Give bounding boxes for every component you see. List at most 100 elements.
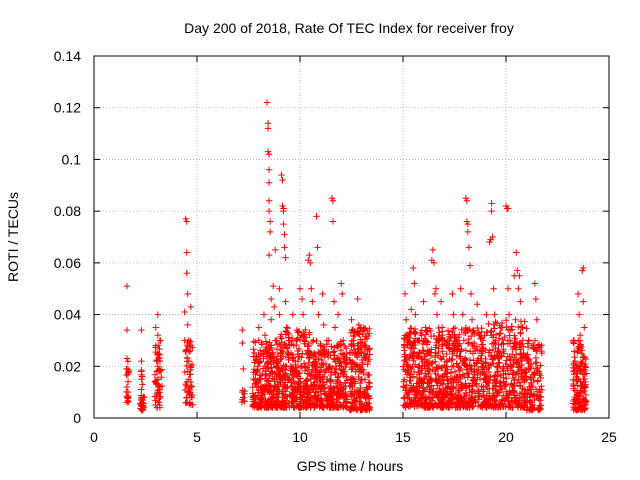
data-point xyxy=(266,228,274,236)
data-point xyxy=(303,334,310,341)
data-point xyxy=(455,364,463,371)
data-point xyxy=(253,368,260,376)
data-point xyxy=(412,341,419,349)
data-point xyxy=(439,331,446,339)
data-point xyxy=(478,334,485,341)
data-point xyxy=(478,341,485,348)
data-point xyxy=(341,342,349,350)
data-point xyxy=(296,379,304,386)
data-point xyxy=(301,397,309,404)
data-point xyxy=(264,364,272,371)
data-point xyxy=(441,371,448,378)
data-point xyxy=(454,398,462,405)
data-point xyxy=(425,349,433,357)
data-point xyxy=(474,347,482,354)
data-point xyxy=(360,369,367,377)
data-point xyxy=(306,389,314,396)
y-tick-label: 0.02 xyxy=(54,358,81,374)
data-point xyxy=(516,350,524,357)
data-point xyxy=(486,397,494,404)
data-point xyxy=(333,398,340,405)
data-point xyxy=(271,303,278,311)
data-point xyxy=(309,385,317,392)
data-point xyxy=(153,392,160,400)
data-point xyxy=(307,403,315,410)
data-point xyxy=(289,398,296,406)
data-point xyxy=(308,368,315,376)
data-point xyxy=(325,348,332,356)
data-point xyxy=(281,381,288,388)
data-point xyxy=(580,298,587,305)
data-point xyxy=(523,376,530,383)
data-point xyxy=(331,324,339,331)
data-point xyxy=(422,399,430,407)
data-point xyxy=(359,361,366,368)
x-tick-label: 15 xyxy=(395,429,411,445)
chart-title: Day 200 of 2018, Rate Of TEC Index for r… xyxy=(184,20,514,36)
data-point xyxy=(138,373,146,380)
data-point xyxy=(138,386,145,393)
data-point xyxy=(347,403,355,411)
data-point xyxy=(490,285,497,292)
data-point xyxy=(313,213,320,220)
data-point xyxy=(522,368,529,376)
data-point xyxy=(153,367,161,375)
data-point xyxy=(498,400,505,408)
data-point xyxy=(157,337,164,344)
data-point xyxy=(183,270,190,277)
data-point xyxy=(491,339,498,347)
data-point xyxy=(361,402,368,409)
data-point xyxy=(477,335,484,343)
data-point xyxy=(466,348,474,355)
data-point xyxy=(453,352,460,359)
data-point xyxy=(250,338,257,345)
data-point xyxy=(155,398,163,406)
data-point xyxy=(571,405,579,412)
y-tick-label: 0.1 xyxy=(62,151,82,167)
data-point xyxy=(256,359,263,366)
data-point xyxy=(311,358,318,365)
data-point xyxy=(456,395,463,402)
data-point xyxy=(450,342,458,349)
data-point xyxy=(430,332,438,340)
data-point xyxy=(489,394,496,401)
data-point xyxy=(464,220,472,228)
data-point xyxy=(534,378,541,385)
data-point xyxy=(530,390,538,398)
data-point xyxy=(443,350,450,358)
data-point xyxy=(252,371,259,378)
data-point xyxy=(574,349,581,356)
data-point xyxy=(498,353,505,360)
data-point xyxy=(303,377,310,384)
data-point xyxy=(491,311,498,318)
data-point xyxy=(123,326,131,334)
data-point xyxy=(493,320,501,327)
data-point xyxy=(573,376,580,384)
data-point xyxy=(273,337,280,344)
data-point xyxy=(138,366,145,374)
data-point xyxy=(538,349,546,357)
data-point xyxy=(516,379,524,386)
data-point xyxy=(366,371,373,379)
data-point xyxy=(270,282,277,290)
data-point xyxy=(485,320,492,328)
data-point xyxy=(299,333,307,340)
data-point xyxy=(291,404,298,411)
data-point xyxy=(492,372,499,379)
data-point xyxy=(490,392,498,400)
data-point xyxy=(579,395,587,402)
data-point xyxy=(460,337,467,344)
data-point xyxy=(533,358,540,366)
data-point xyxy=(251,376,259,384)
data-point xyxy=(154,332,162,339)
data-point xyxy=(512,371,519,379)
data-point xyxy=(152,348,159,356)
data-point xyxy=(305,342,312,349)
data-point xyxy=(441,388,449,395)
data-point xyxy=(301,403,309,410)
data-point xyxy=(347,359,355,366)
data-point xyxy=(280,362,287,369)
data-point xyxy=(576,337,584,344)
data-point xyxy=(138,326,145,334)
data-point xyxy=(468,394,475,401)
